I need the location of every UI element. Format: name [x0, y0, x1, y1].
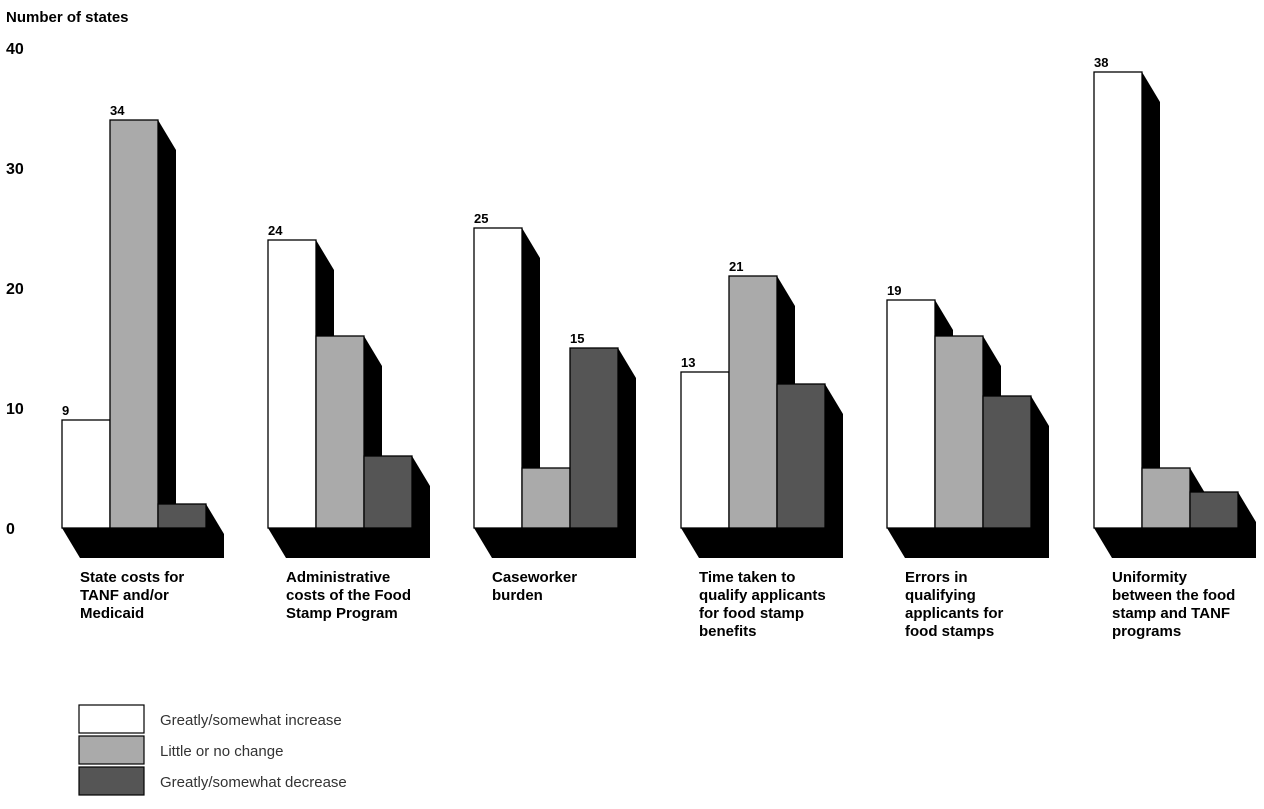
y-tick-label: 10 [6, 401, 24, 418]
bar-value-label: 21 [729, 259, 743, 274]
y-axis-title: Number of states [6, 9, 129, 26]
bar-value-label: 16 [316, 319, 330, 334]
bar [569, 347, 619, 529]
bar [267, 239, 317, 529]
bar [1189, 491, 1239, 529]
category-labels: State costs for TANF and/or Medicaid Admini… [80, 569, 1235, 640]
bar-value-label: 5 [1142, 451, 1149, 466]
bar-value-label: 5 [522, 451, 529, 466]
bar-value-label: 13 [681, 355, 695, 370]
bar-group: 25 5 15 [473, 211, 636, 558]
y-tick-label: 40 [6, 41, 24, 58]
bar-floor [681, 528, 843, 558]
legend-label: Greatly/somewhat decrease [160, 774, 347, 791]
bar-side [1238, 492, 1256, 558]
bar [680, 371, 730, 529]
bar-value-label: 3 [1190, 475, 1197, 490]
y-tick-label: 20 [6, 281, 24, 298]
bar-value-label: 15 [570, 331, 584, 346]
legend: Greatly/somewhat increase Little or no ch… [78, 704, 347, 796]
legend-swatch [78, 766, 145, 796]
bar-floor [1094, 528, 1256, 558]
bar-side [158, 120, 176, 558]
bar-value-label: 25 [474, 211, 488, 226]
legend-swatch [78, 735, 145, 765]
bar-value-label: 19 [887, 283, 901, 298]
y-tick-label: 30 [6, 161, 24, 178]
bar-floor [62, 528, 224, 558]
bar [886, 299, 936, 529]
bar-group: 13 21 12 [680, 259, 843, 558]
category-label: Uniformity between the food stamp and TANF… [1112, 569, 1235, 640]
bar-floor [268, 528, 430, 558]
bar [473, 227, 523, 529]
bar [157, 503, 207, 529]
legend-label: Greatly/somewhat increase [160, 712, 342, 729]
bar [363, 455, 413, 529]
bar [1093, 71, 1143, 529]
bar [109, 119, 159, 529]
bar-value-label: 38 [1094, 55, 1108, 70]
bar-side [1142, 72, 1160, 558]
legend-swatch [78, 704, 145, 734]
bar-value-label: 24 [268, 223, 283, 238]
category-label: State costs for TANF and/or Medicaid [80, 569, 184, 622]
bar-value-label: 11 [983, 379, 997, 394]
bar-value-label: 9 [62, 403, 69, 418]
category-label: Time taken to qualify applicants for food … [699, 569, 826, 640]
bars: 9 34 2 24 16 6 25 5 15 13 21 12 19 16 11 38 5 3 [61, 55, 1256, 558]
bar [521, 467, 571, 529]
bar [982, 395, 1032, 529]
y-tick-label: 0 [6, 521, 15, 538]
bar-value-label: 2 [158, 487, 165, 502]
bar [934, 335, 984, 529]
bar [1141, 467, 1191, 529]
bar-value-label: 12 [777, 367, 791, 382]
legend-label: Little or no change [160, 743, 283, 760]
bar-floor [474, 528, 636, 558]
bar [61, 419, 111, 529]
bar-value-label: 6 [364, 439, 371, 454]
bar-value-label: 34 [110, 103, 125, 118]
bar [728, 275, 778, 529]
bar-side [825, 384, 843, 558]
bar-group: 38 5 3 [1093, 55, 1256, 558]
bar-group: 9 34 2 [61, 103, 224, 558]
category-label: Administrative costs of the Food Stamp Pro… [286, 569, 411, 622]
bar-value-label: 16 [935, 319, 949, 334]
bar-side [412, 456, 430, 558]
bar-side [1031, 396, 1049, 558]
bar-side [206, 504, 224, 558]
bar [315, 335, 365, 529]
bar-group: 19 16 11 [886, 283, 1049, 558]
y-axis-ticks: 0 10 20 30 40 [6, 41, 24, 538]
bar-side [618, 348, 636, 558]
bar-floor [887, 528, 1049, 558]
bar-group: 24 16 6 [267, 223, 430, 558]
bar [776, 383, 826, 529]
category-label: Errors in qualifying applicants for food st… [905, 569, 1004, 640]
category-label: Caseworker burden [492, 569, 577, 604]
